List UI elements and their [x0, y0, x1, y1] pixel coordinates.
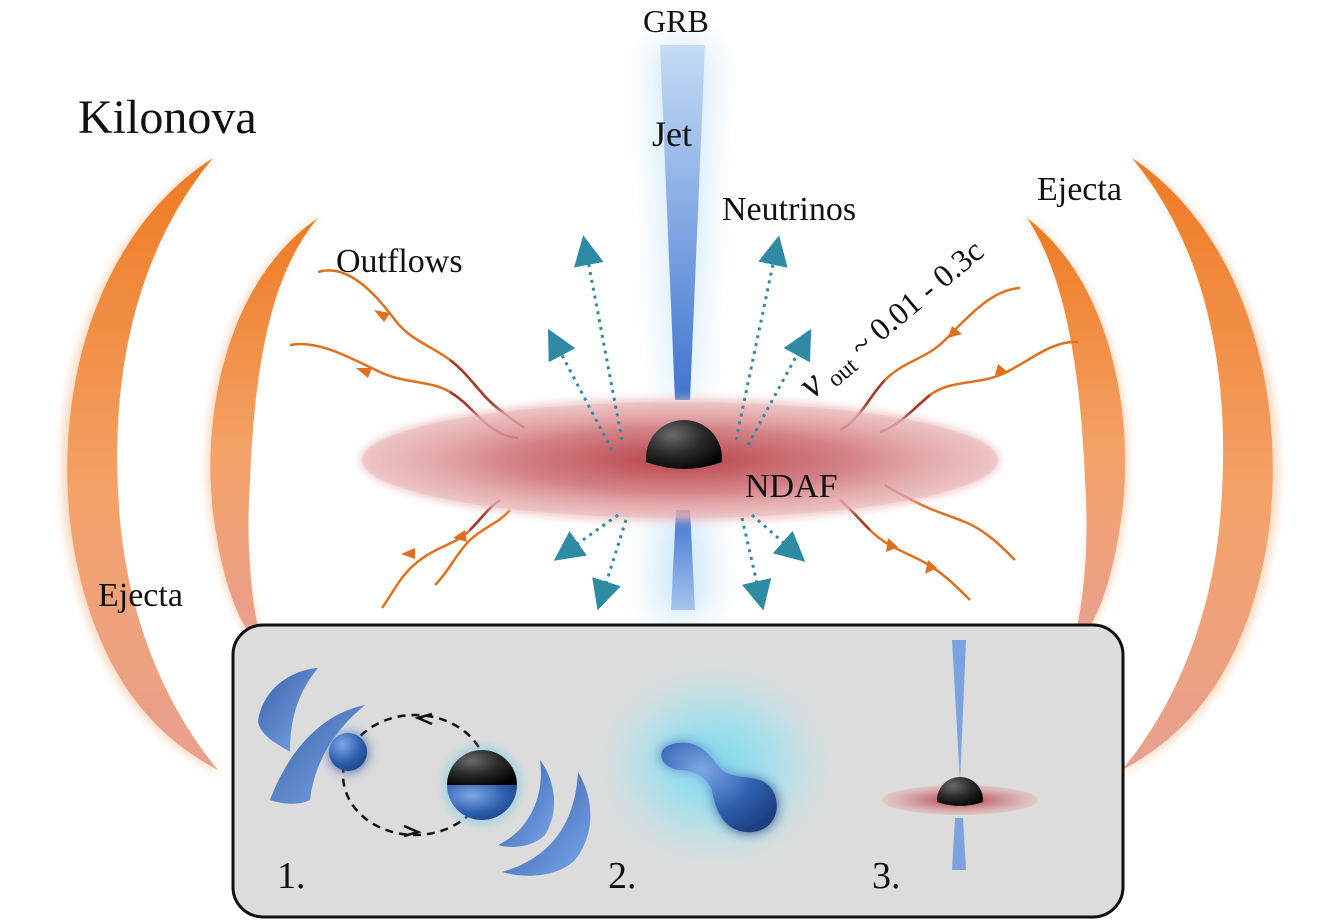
velocity-symbol: v	[789, 361, 832, 407]
step-1-label: 1.	[277, 855, 306, 897]
ndaf-label: NDAF	[745, 468, 838, 505]
black-hole	[646, 420, 722, 469]
small-jet-down	[952, 818, 966, 870]
merger-stages-panel: 1. 2. 3.	[231, 623, 1125, 919]
grb-label: GRB	[643, 3, 709, 39]
black-hole-small	[442, 745, 522, 825]
ejecta-inner-left	[210, 218, 318, 646]
jet	[655, 45, 710, 615]
stage-1-inspiral: 1.	[258, 668, 591, 897]
small-jet-up	[952, 640, 966, 782]
step-3-label: 3.	[872, 855, 901, 897]
ejecta-right-label: Ejecta	[1037, 171, 1122, 208]
ejecta-inner-right	[1027, 218, 1126, 646]
velocity-subscript: out	[823, 353, 863, 393]
stage-3-remnant: 3.	[872, 640, 1038, 897]
outflows-label: Outflows	[336, 243, 463, 280]
merging-stars	[661, 742, 777, 833]
kilonova-label: Kilonova	[78, 91, 257, 144]
jet-label: Jet	[652, 114, 692, 154]
gravitational-waves-left	[258, 668, 591, 876]
stage-2-merger: 2.	[603, 673, 827, 897]
velocity-range: ~ 0.01 - 0.3c	[843, 232, 990, 364]
jet-upper	[660, 45, 705, 400]
jet-lower	[671, 510, 695, 610]
ejecta-left-label: Ejecta	[98, 577, 183, 614]
ejecta-outer-left	[67, 158, 218, 770]
step-2-label: 2.	[608, 855, 637, 897]
neutrino-arrows	[547, 235, 812, 611]
neutron-star-small	[329, 733, 367, 771]
neutrinos-label: Neutrinos	[722, 191, 856, 228]
ejecta-shells	[60, 155, 1280, 775]
ejecta-outer-right	[1122, 158, 1273, 770]
